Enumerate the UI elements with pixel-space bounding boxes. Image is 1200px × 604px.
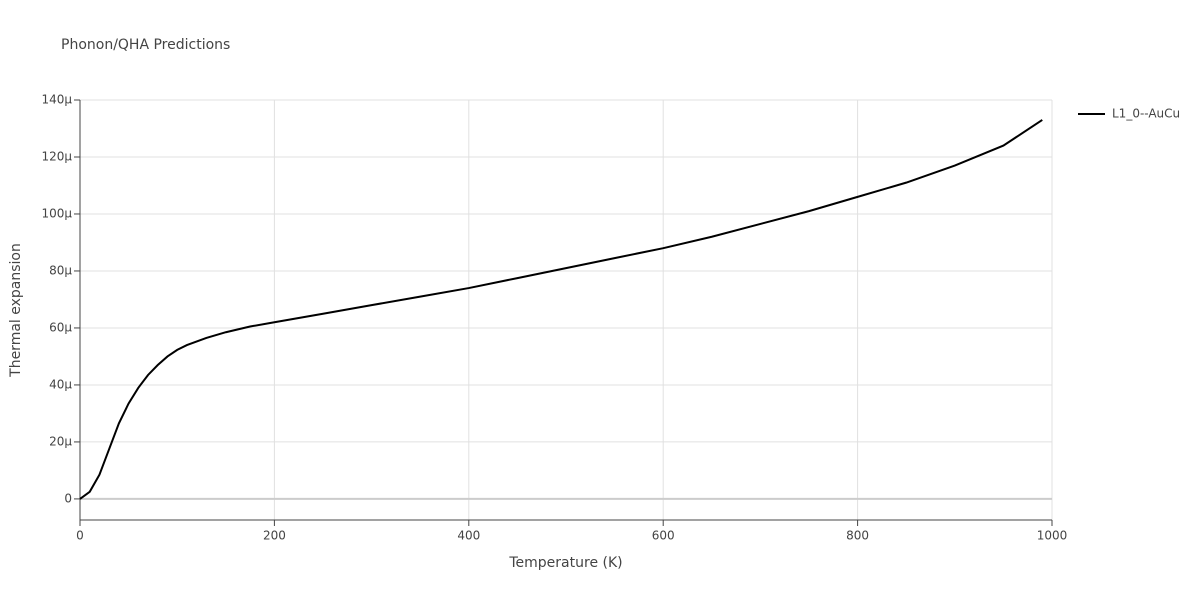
line	[79, 119, 1043, 500]
y-tick-label: 20μ	[49, 434, 72, 448]
y-tick-label: 40μ	[49, 377, 72, 391]
y-tick-label: 60μ	[49, 320, 72, 334]
y-axis-label: Thermal expansion	[8, 243, 24, 378]
x-axis-label: Temperature (K)	[508, 555, 622, 571]
y-tick-label: 100μ	[41, 206, 72, 220]
y-tick-label: 140μ	[41, 93, 72, 107]
y-tick-label: 80μ	[49, 263, 72, 277]
x-tick-label: 200	[263, 529, 286, 543]
x-tick-label: 1000	[1037, 529, 1068, 543]
x-tick-label: 600	[652, 529, 675, 543]
y-tick-label: 120μ	[41, 149, 72, 163]
chart-title: Phonon/QHA Predictions	[61, 37, 230, 53]
legend-label: L1_0--AuCu	[1112, 107, 1180, 121]
x-tick-label: 400	[457, 529, 480, 543]
x-tick-label: 800	[846, 529, 869, 543]
y-tick-label: 0	[64, 491, 72, 505]
x-tick-label: 0	[76, 529, 84, 543]
